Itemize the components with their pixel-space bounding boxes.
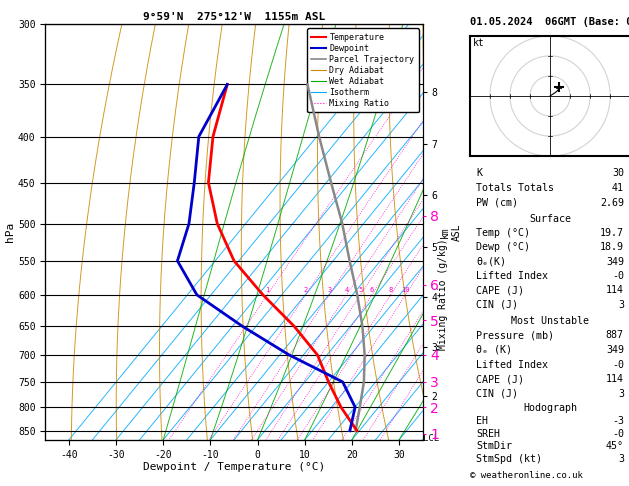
Text: kt: kt	[473, 38, 485, 48]
Text: 10: 10	[401, 287, 409, 293]
Text: StmDir: StmDir	[476, 441, 512, 451]
Text: Lifted Index: Lifted Index	[476, 360, 548, 369]
Text: -3: -3	[612, 416, 624, 426]
Text: LCL: LCL	[423, 434, 439, 443]
Title: 9°59'N  275°12'W  1155m ASL: 9°59'N 275°12'W 1155m ASL	[143, 12, 325, 22]
Text: 114: 114	[606, 285, 624, 295]
Text: PW (cm): PW (cm)	[476, 197, 518, 208]
Text: -0: -0	[612, 271, 624, 281]
Text: SREH: SREH	[476, 429, 500, 438]
Text: StmSpd (kt): StmSpd (kt)	[476, 454, 542, 464]
Text: EH: EH	[476, 416, 488, 426]
Text: CAPE (J): CAPE (J)	[476, 374, 525, 384]
Text: 19.7: 19.7	[600, 228, 624, 238]
Text: -0: -0	[612, 429, 624, 438]
Text: 1: 1	[265, 287, 269, 293]
Text: K: K	[476, 168, 482, 178]
Text: Totals Totals: Totals Totals	[476, 183, 554, 192]
Legend: Temperature, Dewpoint, Parcel Trajectory, Dry Adiabat, Wet Adiabat, Isotherm, Mi: Temperature, Dewpoint, Parcel Trajectory…	[307, 29, 418, 112]
Text: 8: 8	[389, 287, 392, 293]
Text: Lifted Index: Lifted Index	[476, 271, 548, 281]
Text: 18.9: 18.9	[600, 243, 624, 252]
Y-axis label: hPa: hPa	[5, 222, 15, 242]
Text: CAPE (J): CAPE (J)	[476, 285, 525, 295]
X-axis label: Dewpoint / Temperature (°C): Dewpoint / Temperature (°C)	[143, 462, 325, 472]
Text: 2: 2	[303, 287, 308, 293]
Text: 6: 6	[370, 287, 374, 293]
Text: 3: 3	[618, 454, 624, 464]
Text: Mixing Ratio (g/kg): Mixing Ratio (g/kg)	[438, 239, 448, 350]
Text: 41: 41	[612, 183, 624, 192]
Text: 3: 3	[618, 389, 624, 399]
Text: -0: -0	[612, 360, 624, 369]
Text: CIN (J): CIN (J)	[476, 300, 518, 310]
Text: 114: 114	[606, 374, 624, 384]
Text: 349: 349	[606, 257, 624, 267]
Text: 4: 4	[345, 287, 348, 293]
Text: 887: 887	[606, 330, 624, 340]
Text: 45°: 45°	[606, 441, 624, 451]
Text: Hodograph: Hodograph	[523, 403, 577, 413]
Text: CIN (J): CIN (J)	[476, 389, 518, 399]
Text: 30: 30	[612, 168, 624, 178]
Text: 01.05.2024  06GMT (Base: 06): 01.05.2024 06GMT (Base: 06)	[470, 17, 629, 27]
Text: Surface: Surface	[529, 213, 571, 224]
Text: θₑ (K): θₑ (K)	[476, 345, 512, 355]
Text: 349: 349	[606, 345, 624, 355]
Text: © weatheronline.co.uk: © weatheronline.co.uk	[470, 471, 582, 480]
Text: 5: 5	[359, 287, 362, 293]
Text: Most Unstable: Most Unstable	[511, 316, 589, 326]
Text: Temp (°C): Temp (°C)	[476, 228, 530, 238]
Text: 3: 3	[618, 300, 624, 310]
Text: 3: 3	[327, 287, 331, 293]
Text: Pressure (mb): Pressure (mb)	[476, 330, 554, 340]
Text: Dewp (°C): Dewp (°C)	[476, 243, 530, 252]
Y-axis label: km
ASL: km ASL	[440, 223, 462, 241]
Text: 2.69: 2.69	[600, 197, 624, 208]
Text: θₑ(K): θₑ(K)	[476, 257, 506, 267]
